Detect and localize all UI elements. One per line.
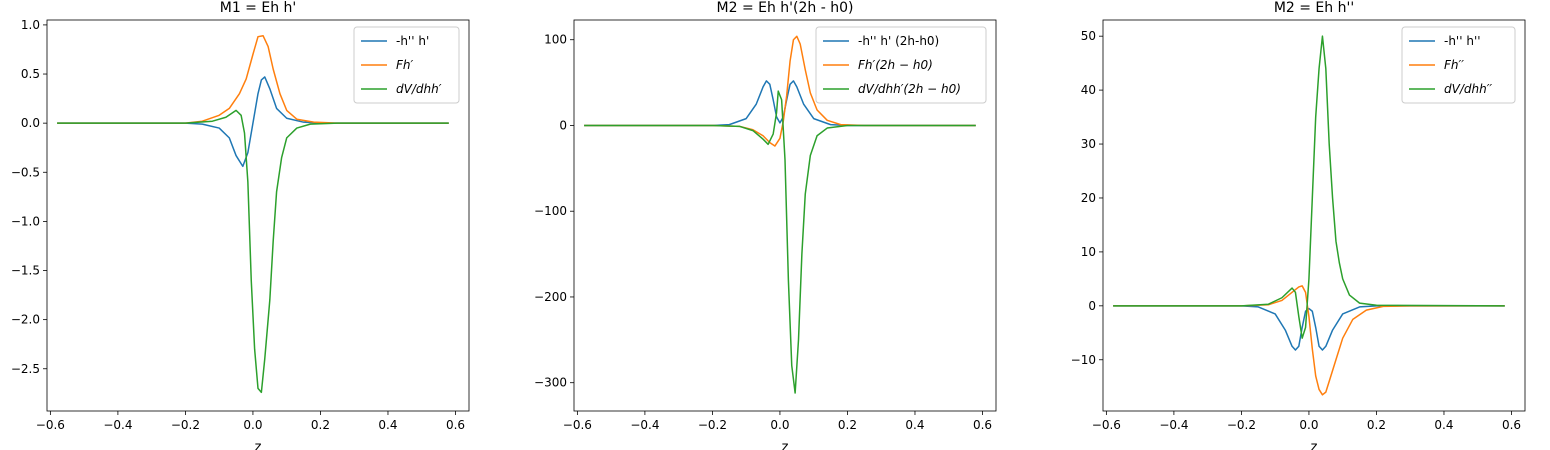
y-tick-label: −100 [534,204,567,218]
x-tick-label: 0.6 [446,418,465,432]
x-tick-label: −0.2 [698,418,727,432]
legend-label-3: dV/dhh′ [396,82,442,96]
series-line-3 [1113,35,1505,339]
x-axis-label: z [255,440,262,450]
legend: -h'' h' Fh′ dV/dhh′ [353,26,460,104]
y-tick-label: 10 [1081,245,1096,259]
x-tick-label: 0.2 [311,418,330,432]
y-tick-label: 0 [559,118,567,132]
x-tick-label: −0.6 [563,418,592,432]
x-tick-label: 0.6 [973,418,992,432]
legend: -h'' h' (2h-h0) Fh′(2h − h0) dV/dhh′(2h − … [815,26,987,104]
y-tick-label: 40 [1081,83,1096,97]
legend: -h'' h'' Fh′′ dV/dhh′′ [1401,26,1516,104]
x-tick-label: 0.6 [1502,418,1521,432]
y-tick-label: −2.0 [11,313,40,327]
axes-frame [46,19,470,412]
series-line-2 [57,34,449,124]
y-tick-label: 1.0 [21,18,40,32]
x-tick-label: 0.4 [905,418,924,432]
x-tick-label: −0.4 [1159,418,1188,432]
x-tick-label: 0.0 [243,418,262,432]
y-tick-label: 0.0 [21,116,40,130]
y-tick-label: −200 [534,290,567,304]
series-line-2 [584,35,976,147]
series-line-2 [1113,285,1505,396]
y-tick-label: 30 [1081,137,1096,151]
chart-title: M2 = Eh h'' [1274,0,1354,16]
y-tick-label: 0 [1088,299,1096,313]
y-tick-label: 100 [544,33,567,47]
series-line-1 [1113,305,1505,351]
x-tick-label: −0.4 [630,418,659,432]
series-line-1 [584,80,976,127]
y-tick-label: −300 [534,376,567,390]
axes-frame [573,19,997,412]
x-tick-label: 0.0 [1299,418,1318,432]
x-axis-label: z [782,440,789,450]
plot-area [584,35,976,394]
legend-label-1: -h'' h'' [1444,34,1481,48]
chart-title: M1 = Eh h' [220,0,297,16]
chart-panel-1: M1 = Eh h' −0.6 −0.4 −0.2 0.0 0.2 0.4 0.6 1.0 0.5… [11,0,470,450]
y-tick-label: −1.5 [11,264,40,278]
x-tick-label: −0.2 [171,418,200,432]
x-tick-label: 0.2 [838,418,857,432]
legend-box [815,26,987,104]
series-line-1 [57,76,449,168]
chart-panel-3: M2 = Eh h'' −0.6 −0.4 −0.2 0.0 0.2 0.4 0.6 50 40 3… [1071,0,1526,450]
legend-box [353,26,460,104]
y-tick-label: −10 [1071,353,1096,367]
legend-label-3: dV/dhh′(2h − h0) [858,82,961,96]
y-tick-label: 20 [1081,191,1096,205]
series-line-3 [57,109,449,394]
x-tick-label: 0.0 [770,418,789,432]
legend-label-1: -h'' h' [396,34,429,48]
y-tick-label: −2.5 [11,362,40,376]
x-tick-label: −0.6 [36,418,65,432]
legend-label-1: -h'' h' (2h-h0) [858,34,939,48]
y-tick-label: 0.5 [21,67,40,81]
chart-title: M2 = Eh h'(2h - h0) [717,0,854,16]
series-line-3 [584,90,976,394]
legend-label-3: dV/dhh′′ [1444,82,1492,96]
legend-label-2: Fh′(2h − h0) [858,58,933,72]
axes-frame [1102,19,1526,412]
legend-label-2: Fh′ [396,58,414,72]
plot-area [1113,35,1505,396]
x-tick-label: −0.4 [103,418,132,432]
x-axis-label: z [1311,440,1318,450]
x-tick-label: 0.4 [378,418,397,432]
y-tick-label: 50 [1081,29,1096,43]
y-tick-label: −1.0 [11,214,40,228]
x-tick-label: −0.2 [1227,418,1256,432]
x-tick-label: 0.4 [1434,418,1453,432]
x-tick-label: 0.2 [1367,418,1386,432]
chart-panel-2: M2 = Eh h'(2h - h0) −0.6 −0.4 −0.2 0.0 0.2 0.4… [534,0,997,450]
x-tick-label: −0.6 [1092,418,1121,432]
legend-box [1401,26,1516,104]
plot-area [57,34,449,394]
y-tick-label: −0.5 [11,165,40,179]
legend-label-2: Fh′′ [1444,58,1464,72]
